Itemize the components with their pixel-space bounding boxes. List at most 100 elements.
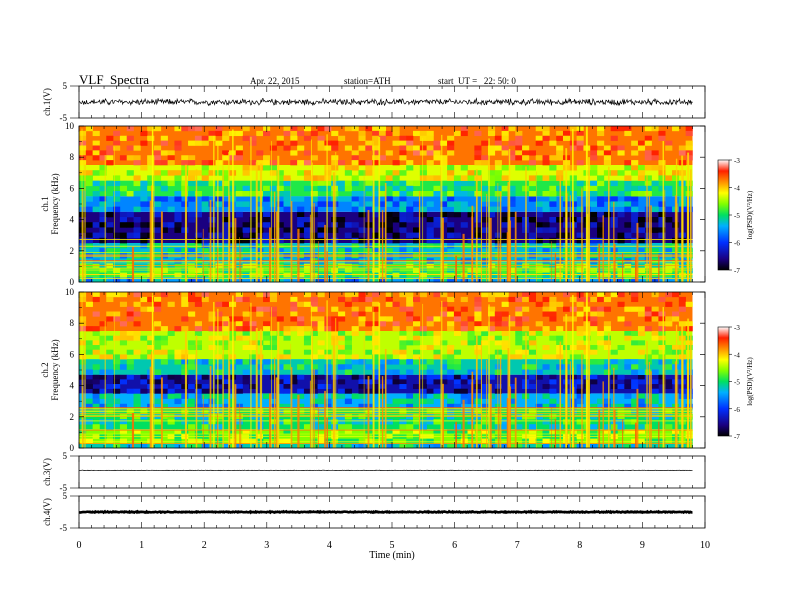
band-cell [467,316,475,322]
sferic-spike [687,318,690,448]
band-cell [644,222,652,228]
band-cell [665,248,673,254]
sferic-spike [488,138,490,282]
band-cell [85,243,93,249]
band-cell [79,170,87,176]
band-cell [481,393,489,399]
band-cell [119,222,128,228]
band-cell [85,175,93,181]
band-cell [188,272,196,278]
band-cell [474,345,482,351]
band-cell [426,398,434,405]
band-cell [385,227,393,233]
band-cell [201,296,209,303]
plot-date: Apr. 22, 2015 [250,76,300,86]
band-cell [263,321,271,327]
band-cell [426,232,434,239]
band-cell [658,326,666,332]
sferic-spike [160,377,163,448]
sferic-spike [217,308,219,448]
band-cell [590,165,598,171]
band-cell [624,443,632,449]
band-cell [576,340,584,346]
sferic-spike [149,366,152,448]
band-cell [385,222,393,228]
band-cell [310,354,318,360]
band-cell [501,217,509,223]
band-cell [106,296,114,303]
band-cell [167,374,175,380]
band-cell [99,321,107,327]
band-cell [487,296,496,303]
band-cell [590,150,598,156]
band-cell [276,374,284,380]
sferic-spike [259,329,263,448]
sferic-spike [581,355,583,448]
band-cell [338,424,346,430]
sferic-spike [373,146,375,282]
sferic-spike [551,407,552,448]
band-cell [644,326,652,332]
band-cell [119,379,128,385]
band-cell [406,359,414,365]
sferic-spike [622,418,624,448]
band-cell [79,321,87,327]
band-cell [542,191,550,197]
band-cell [576,393,584,399]
band-cell [338,349,346,355]
sferic-spike [229,195,231,282]
band-cell [215,379,223,385]
band-cell [631,443,639,449]
band-cell [426,160,434,166]
band-cell [331,321,339,327]
band-cell [447,321,455,327]
band-cell [344,277,352,283]
band-cell [501,126,509,132]
sferic-spike [255,161,258,282]
band-cell [658,175,666,181]
band-cell [194,170,202,176]
band-cell [603,369,611,375]
band-cell [685,126,693,132]
band-cell [249,272,257,278]
band-cell [508,140,516,146]
band-cell [79,140,87,146]
band-cell [344,272,352,278]
band-cell [242,345,250,351]
y-axis-label: ch.4(V) [42,498,52,526]
band-cell [467,170,475,176]
band-cell [249,384,257,390]
band-cell [283,196,291,202]
band-cell [242,248,250,254]
band-cell [85,206,93,213]
band-cell [385,196,393,202]
band-cell [344,443,352,449]
band-cell [685,140,693,146]
sferic-spike [277,321,280,448]
band-cell [467,258,475,264]
sferic-spike [239,403,240,448]
band-cell [556,150,564,156]
band-cell [603,277,611,283]
sferic-spike [588,157,591,282]
band-cell [590,258,598,264]
band-cell [92,345,100,351]
band-cell [194,393,202,399]
band-cell [344,345,352,351]
band-cell [494,170,502,176]
band-cell [222,354,230,360]
colorbar [717,159,730,271]
band-cell [494,388,502,394]
band-cell [174,175,182,181]
band-cell [617,277,625,283]
band-cell [590,429,598,435]
band-cell [528,438,537,444]
band-cell [201,140,209,146]
band-cell [528,364,537,370]
y-tick-label: 0 [70,443,75,453]
band-cell [549,301,557,307]
band-cell [344,196,352,202]
band-cell [474,160,482,166]
band-cell [590,311,598,317]
band-cell [147,296,155,303]
